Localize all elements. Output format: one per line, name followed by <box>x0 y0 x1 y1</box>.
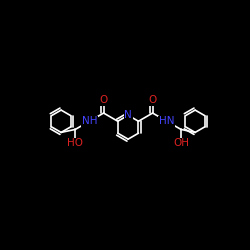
Text: O: O <box>148 95 157 105</box>
Text: NH: NH <box>82 116 97 126</box>
Text: HO: HO <box>67 138 83 148</box>
Text: O: O <box>100 95 108 105</box>
Text: HN: HN <box>159 116 174 126</box>
Text: OH: OH <box>173 138 189 148</box>
Text: N: N <box>124 110 132 120</box>
